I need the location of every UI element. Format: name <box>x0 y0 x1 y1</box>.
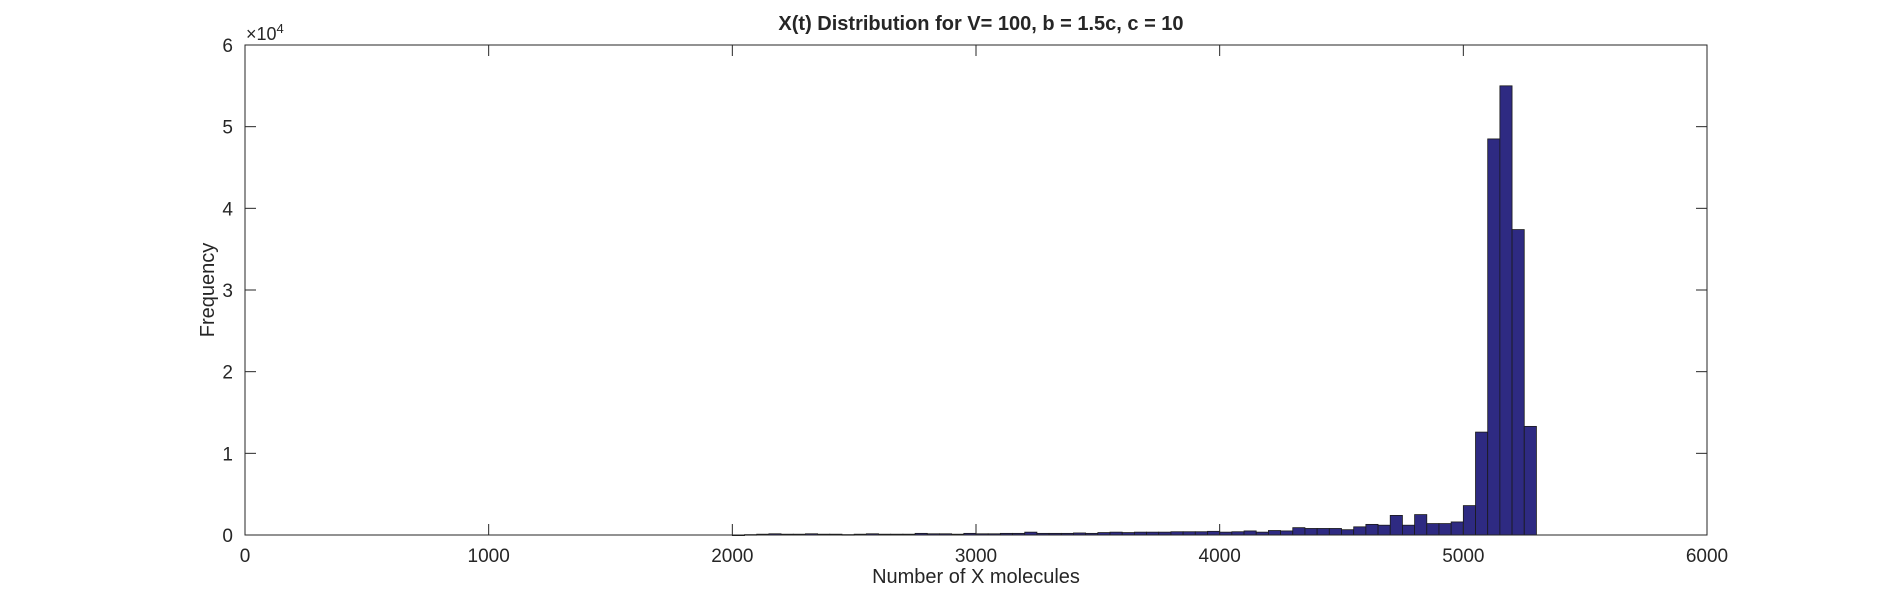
histogram-bar <box>1499 85 1513 536</box>
histogram-bar <box>1304 528 1318 536</box>
histogram-bar <box>1328 528 1342 536</box>
x-tick-label: 3000 <box>955 546 997 567</box>
histogram-bar <box>1511 229 1525 536</box>
x-tick-label: 0 <box>240 546 251 567</box>
x-tick-label: 5000 <box>1442 546 1484 567</box>
chart-title: X(t) Distribution for V= 100, b = 1.5c, … <box>778 13 1183 35</box>
histogram-bar <box>1523 425 1537 536</box>
x-tick-label: 2000 <box>711 546 753 567</box>
x-axis-label: Number of X molecules <box>872 566 1080 588</box>
y-tick-label: 5 <box>222 118 233 139</box>
y-tick-label: 4 <box>222 199 233 220</box>
histogram-bar <box>1341 529 1355 536</box>
histogram-bar <box>1280 530 1294 536</box>
histogram-bar <box>1389 515 1403 536</box>
histogram-bar <box>1402 524 1415 536</box>
histogram-bars <box>731 85 1537 537</box>
histogram-bar <box>1487 138 1501 536</box>
histogram-bar <box>1243 530 1257 536</box>
x-tick-label: 1000 <box>468 546 510 567</box>
y-axis-label: Frequency <box>197 243 219 338</box>
histogram-bar <box>1353 526 1367 536</box>
x-tick-label: 4000 <box>1199 546 1241 567</box>
y-tick-label: 2 <box>222 363 233 384</box>
histogram-bar <box>1438 523 1452 536</box>
histogram-bar <box>1414 514 1428 536</box>
y-tick-label: 0 <box>222 526 233 547</box>
y-exponent-label: ×104 <box>246 21 284 44</box>
y-tick-label: 6 <box>222 36 233 57</box>
axis-ticks: 0 1000 2000 3000 4000 5000 6000 0 1 2 3 4 5 6 <box>222 36 1728 567</box>
y-exponent-base: ×10 <box>246 24 277 44</box>
plot-area-frame <box>244 44 1708 536</box>
histogram-bar <box>1475 431 1489 536</box>
histogram-bar <box>1207 530 1221 536</box>
histogram-bar <box>1450 521 1464 536</box>
histogram-bar <box>1292 527 1306 536</box>
histogram-bar <box>1462 505 1476 536</box>
y-exponent-power: 4 <box>277 21 284 36</box>
y-tick-label: 3 <box>222 281 233 302</box>
svg-text:×104: ×104 <box>246 21 284 44</box>
histogram-bar <box>1316 528 1330 536</box>
histogram-bar <box>1268 530 1281 536</box>
x-tick-label: 6000 <box>1686 546 1728 567</box>
histogram-bar <box>1365 523 1379 536</box>
histogram-bar <box>1377 524 1391 536</box>
y-tick-label: 1 <box>222 444 233 465</box>
histogram-bar <box>1426 523 1440 536</box>
